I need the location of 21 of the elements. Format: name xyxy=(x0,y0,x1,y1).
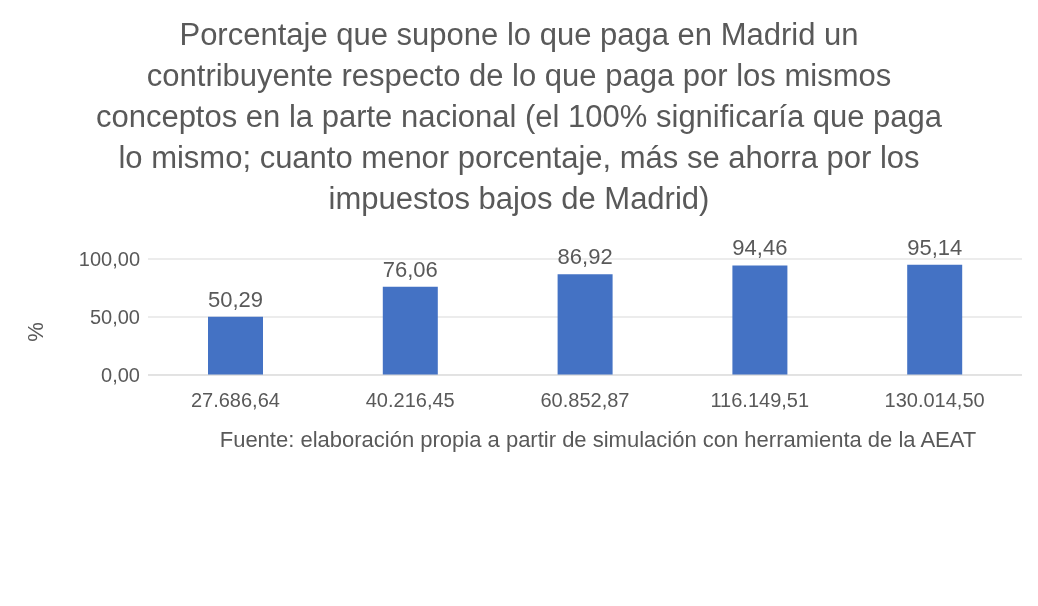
y-tick-label: 50,00 xyxy=(89,306,140,329)
bar xyxy=(907,264,963,375)
y-tick-label: 0,00 xyxy=(101,364,140,387)
y-axis-title: % xyxy=(22,322,49,342)
y-tick-label: 100,00 xyxy=(78,248,140,271)
chart-title: Porcentaje que supone lo que paga en Madrid un contribuyente respecto de lo que paga por los mismos conceptos en la parte nacional (el 100% significaría que paga lo mismo; cuanto menor porcentaje, más se ahorra por los impuestos bajos de Madrid) xyxy=(94,16,944,218)
bar xyxy=(382,286,438,375)
x-tick-label: 116.149,51 xyxy=(710,389,810,412)
data-label: 76,06 xyxy=(382,256,438,282)
data-label: 86,92 xyxy=(557,244,613,270)
bar xyxy=(557,274,613,375)
source-note: Fuente: elaboración propia a partir de simulación con herramienta de la AEAT xyxy=(218,426,978,454)
x-tick-label: 130.014,50 xyxy=(884,389,985,412)
bar xyxy=(208,316,263,375)
x-tick-label: 27.686,64 xyxy=(190,389,280,412)
data-label: 50,29 xyxy=(207,286,264,312)
bar xyxy=(732,265,788,375)
x-tick-label: 60.852,87 xyxy=(540,389,630,412)
x-tick-label: 40.216,45 xyxy=(365,389,455,412)
data-label: 95,14 xyxy=(907,234,963,260)
data-label: 94,46 xyxy=(732,235,788,261)
